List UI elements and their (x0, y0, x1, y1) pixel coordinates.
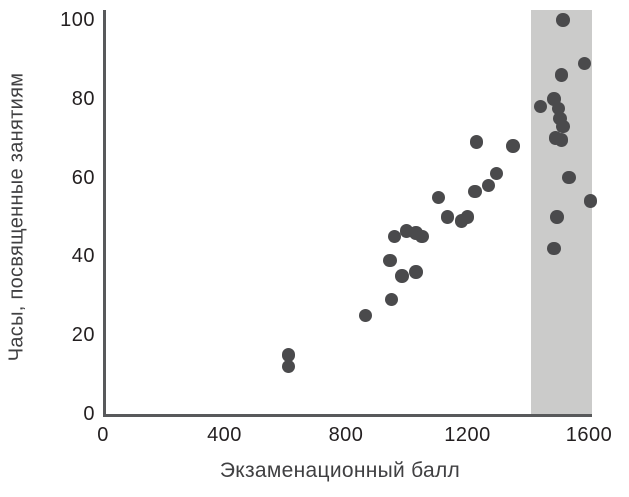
data-point (387, 229, 402, 244)
data-point (489, 166, 504, 181)
data-point (384, 292, 399, 307)
data-point (547, 241, 561, 256)
data-point (556, 119, 570, 134)
x-tick-label: 1600 (565, 424, 613, 446)
data-point (562, 170, 576, 185)
data-point (577, 56, 592, 71)
data-point (469, 135, 484, 149)
data-point (506, 139, 520, 153)
data-point (468, 184, 482, 199)
data-point (358, 308, 373, 323)
data-point (281, 359, 295, 374)
data-point (533, 99, 548, 114)
y-tick-label: 20 (71, 324, 95, 347)
data-point (460, 210, 475, 224)
data-point (409, 265, 423, 279)
x-axis-label: Экзаменационный балл (219, 459, 461, 482)
data-point (415, 229, 429, 244)
y-tick-label: 60 (71, 166, 95, 189)
data-point (550, 210, 564, 224)
y-tick-label: 0 (83, 403, 95, 425)
x-tick-label: 400 (207, 424, 242, 446)
y-tick-label: 40 (71, 245, 95, 268)
data-point (431, 190, 446, 205)
y-axis-label: Часы, посвященные занятиям (5, 72, 28, 362)
data-point (281, 348, 295, 362)
data-point (556, 13, 570, 27)
x-tick-label: 800 (328, 424, 364, 446)
y-tick-label: 100 (60, 9, 95, 31)
x-tick-label: 0 (97, 424, 109, 446)
data-point (554, 68, 569, 82)
data-point (383, 253, 397, 268)
data-point (440, 210, 455, 224)
plot-area (103, 10, 598, 417)
y-tick-label: 80 (71, 87, 95, 110)
data-point (481, 178, 496, 193)
data-point (554, 133, 569, 147)
x-tick-label: 1200 (444, 424, 491, 446)
data-point (583, 194, 598, 208)
data-point (395, 269, 409, 283)
